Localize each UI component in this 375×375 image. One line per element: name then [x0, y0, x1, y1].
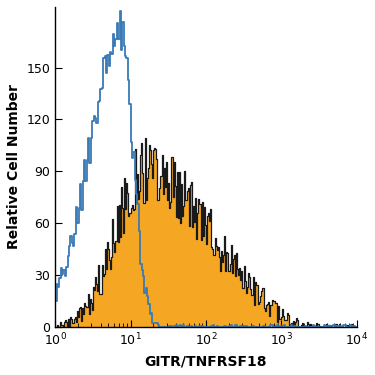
- X-axis label: GITR/TNFRSF18: GITR/TNFRSF18: [145, 354, 267, 368]
- Y-axis label: Relative Cell Number: Relative Cell Number: [7, 84, 21, 249]
